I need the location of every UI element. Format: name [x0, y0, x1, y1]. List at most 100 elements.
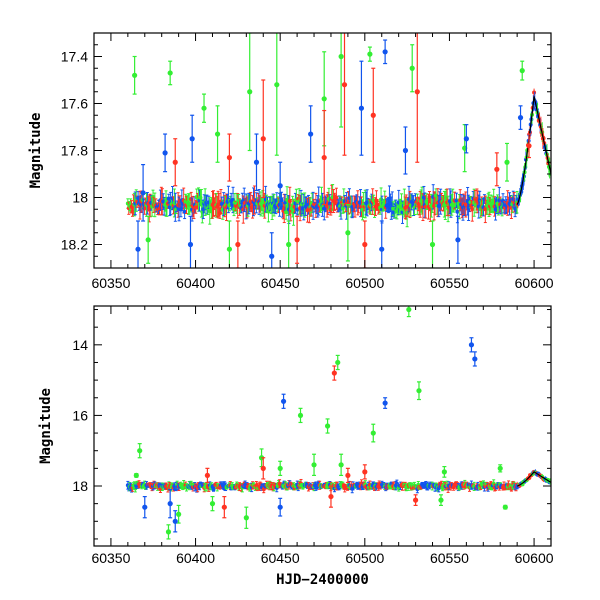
- outlier-point: [189, 114, 195, 163]
- x-tick-label: 60400: [176, 275, 215, 291]
- outlier-point: [253, 133, 260, 192]
- outlier-point: [277, 460, 283, 477]
- outlier-point: [172, 138, 178, 187]
- y-tick-label: 14: [72, 337, 88, 353]
- x-tick-label: 60450: [261, 550, 300, 566]
- outlier-point: [468, 337, 475, 353]
- outlier-point: [517, 105, 524, 130]
- outlier-point: [438, 494, 444, 507]
- top-panel-ticks: 60350 60400 60450 60500 60550 60600 17.4 17.6 17…: [61, 32, 554, 291]
- outlier-point: [260, 79, 266, 199]
- outlier-point: [221, 495, 227, 519]
- outlier-point: [416, 381, 422, 401]
- top-panel: 60350 60400 60450 60500 60550 60600 17.4 17.6 17…: [28, 32, 554, 291]
- y-tick-label: 18: [72, 478, 88, 494]
- outlier-point: [321, 109, 327, 206]
- outlier-point: [201, 93, 207, 123]
- bottom-panel: 60350 60400 60450 60500 60550 60600 14 16 18 Mag…: [38, 305, 554, 588]
- y-tick-label: 18: [72, 190, 88, 206]
- top-y-axis-label: Magnitude: [28, 113, 44, 189]
- outlier-point: [269, 232, 275, 268]
- outlier-point: [406, 306, 412, 318]
- x-tick-label: 60400: [176, 550, 215, 566]
- data-point: [532, 88, 537, 97]
- outlier-point: [463, 124, 469, 154]
- outlier-point: [324, 418, 331, 434]
- x-tick-label: 60550: [430, 550, 469, 566]
- outlier-point: [345, 203, 351, 262]
- outlier-point: [260, 457, 266, 480]
- outlier-point: [338, 33, 344, 128]
- x-tick-label: 60550: [430, 275, 469, 291]
- outlier-point: [135, 220, 141, 268]
- outlier-point: [345, 467, 351, 484]
- outlier-point: [502, 504, 508, 510]
- outlier-point: [370, 423, 376, 443]
- outlier-point: [140, 164, 146, 222]
- outlier-point: [311, 453, 317, 477]
- outlier-point: [176, 504, 182, 524]
- bottom-panel-frame: [93, 305, 552, 547]
- outlier-point: [167, 488, 173, 519]
- outlier-point: [280, 393, 287, 409]
- x-tick-label: 60600: [515, 275, 554, 291]
- outlier-point: [133, 472, 139, 479]
- data-point: [497, 186, 502, 214]
- outlier-point: [297, 407, 304, 424]
- x-tick-label: 60500: [345, 275, 384, 291]
- outlier-point: [226, 133, 233, 182]
- outlier-point: [526, 133, 532, 159]
- x-tick-label: 60600: [515, 550, 554, 566]
- outlier-point: [328, 485, 334, 508]
- bottom-y-axis-label: Magnitude: [38, 388, 54, 464]
- top-panel-frame: [93, 32, 552, 269]
- y-tick-label: 17.6: [61, 96, 88, 112]
- y-tick-label: 16: [72, 407, 88, 423]
- x-tick-label: 60450: [261, 275, 300, 291]
- outlier-point: [294, 215, 300, 264]
- outlier-point: [429, 220, 436, 268]
- outlier-point: [187, 215, 194, 268]
- outlier-point: [209, 495, 216, 512]
- outlier-point: [167, 60, 173, 86]
- outlier-point: [335, 354, 341, 371]
- outlier-point: [382, 39, 388, 65]
- outlier-point: [274, 33, 280, 156]
- outlier-point: [379, 220, 385, 268]
- outlier-point: [214, 105, 221, 163]
- x-tick-label: 60350: [91, 275, 130, 291]
- outlier-point: [341, 33, 348, 156]
- x-tick-label: 60350: [91, 550, 130, 566]
- bottom-panel-data: [125, 306, 551, 540]
- outlier-point: [286, 220, 292, 268]
- outlier-point: [382, 397, 388, 409]
- outlier-point: [497, 464, 503, 473]
- outlier-point: [370, 67, 376, 163]
- outlier-point: [414, 33, 420, 163]
- outlier-point: [455, 215, 461, 264]
- outlier-point: [412, 494, 419, 507]
- outlier-point: [441, 465, 447, 478]
- outlier-point: [402, 126, 409, 175]
- outlier-point: [409, 44, 415, 93]
- top-panel-data: [125, 33, 551, 268]
- outlier-point: [235, 220, 241, 268]
- data-point: [164, 196, 169, 217]
- outlier-point: [472, 351, 478, 367]
- outlier-point: [494, 152, 500, 187]
- outlier-point: [142, 495, 148, 519]
- outlier-point: [243, 506, 249, 529]
- outlier-point: [132, 55, 138, 95]
- outlier-point: [172, 510, 178, 533]
- outlier-point: [519, 60, 525, 81]
- bottom-panel-ticks: 60350 60400 60450 60500 60550 60600 14 16 18: [72, 306, 554, 566]
- y-tick-label: 17.4: [61, 49, 88, 65]
- bottom-x-axis-label: HJD−2400000: [276, 572, 369, 588]
- outlier-point: [338, 453, 344, 477]
- outlier-point: [358, 60, 365, 156]
- model-curve: [516, 471, 551, 487]
- outlier-point: [367, 46, 373, 62]
- outlier-point: [308, 105, 314, 163]
- outlier-point: [504, 142, 510, 182]
